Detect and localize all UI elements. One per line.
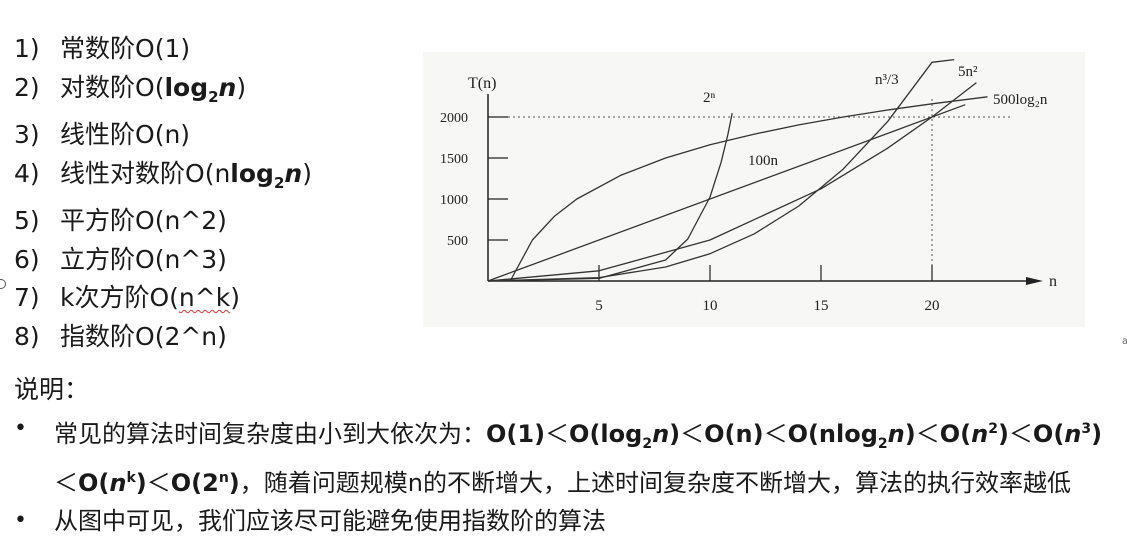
item-name: 平方阶: [60, 206, 136, 235]
notes-title: 说明：: [14, 375, 90, 404]
x-axis-arrow: [1026, 277, 1043, 285]
list-item: 4) 线性对数阶O(nlog2n): [14, 155, 312, 203]
item-name: 指数阶: [60, 321, 136, 351]
complexity-term: O(log2n): [569, 420, 681, 452]
less-than-sign: ＜: [915, 420, 940, 448]
bullet-text: 常见的算法时间复杂度由小到大依次为：O(1)＜O(log2n)＜O(n)＜O(n…: [54, 412, 1124, 500]
item-expr-log: log: [164, 72, 209, 102]
item-expr-sub: 2: [208, 87, 219, 106]
item-expr-pre: O(n: [185, 158, 231, 188]
complexity-term: O(1): [486, 420, 546, 448]
series-curve: [509, 96, 988, 282]
series-curve: [487, 58, 955, 282]
complexity-term: O(n): [704, 420, 764, 448]
y-tick-label: 500: [447, 234, 468, 249]
series-label: 2ⁿ: [703, 90, 716, 106]
y-tick-label: 2000: [440, 111, 468, 126]
item-number: 3): [14, 120, 40, 149]
item-name: 对数阶: [60, 72, 136, 102]
complexity-term: O(2n): [170, 468, 240, 497]
item-name: 常数阶: [60, 34, 136, 63]
item-expr: O(2^n): [135, 321, 227, 351]
item-number: 1): [14, 34, 40, 63]
chart-labels: 500 1000 1500 2000 5 10 15 20 T(n) n 2ⁿ 100n n³/3 5n²…: [440, 64, 1057, 314]
item-number: 2): [14, 72, 40, 102]
item-expr: O(1): [135, 34, 191, 63]
item-expr-post: ): [230, 283, 240, 312]
series-label: 500log₂n: [993, 92, 1048, 108]
item-expr-squiggle: n^k: [178, 283, 231, 312]
item-expr: O(n^3): [135, 244, 227, 274]
edge-mark: a: [1122, 336, 1127, 347]
less-than-sign: ＜: [54, 468, 78, 497]
series-label: 5n²: [958, 64, 978, 80]
list-item: 2) 对数阶O(log2n): [14, 69, 312, 117]
series-curve: [487, 112, 733, 282]
item-name: k次方阶: [60, 283, 150, 312]
item-expr-post: ): [302, 158, 312, 188]
item-name: 立方阶: [60, 244, 136, 274]
less-than-sign: ＜: [1008, 420, 1033, 448]
stray-circle-mark: [0, 279, 6, 289]
item-expr-n: n: [284, 158, 303, 188]
item-expr-post: ): [236, 72, 247, 102]
complexity-chart-panel: 500 1000 1500 2000 5 10 15 20 T(n) n 2ⁿ 100n n³/3 5n²…: [423, 52, 1085, 327]
complexity-term: O(n2): [939, 420, 1009, 448]
complexity-list: 1) 常数阶O(1) 2) 对数阶O(log2n) 3) 线性阶O(n) 4) …: [14, 30, 312, 356]
notes-section: 说明： • 常见的算法时间复杂度由小到大依次为：O(1)＜O(log2n)＜O(…: [14, 372, 1124, 538]
list-item: 8) 指数阶O(2^n): [14, 318, 312, 357]
item-expr-pre: O(: [135, 72, 165, 102]
y-tick-label: 1500: [440, 152, 468, 167]
bullet-item: • 常见的算法时间复杂度由小到大依次为：O(1)＜O(log2n)＜O(n)＜O…: [14, 412, 1124, 500]
series-curve: [487, 104, 966, 282]
chart-grid: [488, 97, 1013, 281]
complexity-term: O(nlog2n): [787, 420, 916, 452]
chart-series: [487, 58, 988, 282]
less-than-sign: ＜: [763, 420, 788, 448]
x-tick-label: 10: [703, 298, 718, 314]
complexity-chart: 500 1000 1500 2000 5 10 15 20 T(n) n 2ⁿ 100n n³/3 5n²…: [440, 58, 1057, 314]
item-number: 8): [14, 321, 40, 351]
item-expr: O(n^2): [135, 206, 227, 235]
x-tick-label: 20: [925, 298, 940, 314]
item-expr-pre: O(: [149, 283, 179, 312]
x-axis-label: n: [1049, 273, 1057, 290]
item-number: 4): [14, 158, 40, 188]
complexity-term: O(n3): [1032, 420, 1103, 448]
item-name: 线性对数阶: [60, 158, 186, 188]
list-item: 6) 立方阶O(n^3): [14, 241, 312, 280]
list-item: 3) 线性阶O(n): [14, 116, 312, 155]
list-item: 7) k次方阶O(n^k): [14, 279, 312, 318]
bullet-dot: •: [14, 507, 27, 533]
bullet-text: 从图中可见，我们应该尽可能避免使用指数阶的算法: [54, 506, 606, 535]
item-expr-n: n: [218, 72, 237, 102]
bullet-item: • 从图中可见，我们应该尽可能避免使用指数阶的算法: [14, 504, 1124, 538]
series-label: 100n: [748, 153, 779, 169]
list-item: 5) 平方阶O(n^2): [14, 202, 312, 241]
chart-axes: [487, 94, 1043, 285]
bullet-intro: 常见的算法时间复杂度由小到大依次为：: [54, 420, 486, 448]
y-tick-label: 1000: [440, 193, 468, 208]
x-tick-label: 15: [814, 298, 829, 314]
less-than-sign: ＜: [680, 420, 705, 448]
item-name: 线性阶: [60, 120, 136, 149]
bullet-tail: ，随着问题规模n的不断增大，上述时间复杂度不断增大，算法的执行效率越低: [239, 468, 1071, 497]
item-expr-sub: 2: [273, 173, 285, 192]
item-expr-log: log: [230, 158, 274, 188]
less-than-sign: ＜: [146, 468, 171, 497]
y-axis-label: T(n): [468, 75, 496, 92]
list-item: 1) 常数阶O(1): [14, 30, 312, 69]
series-label: n³/3: [875, 72, 899, 88]
item-number: 5): [14, 206, 40, 235]
less-than-sign: ＜: [545, 420, 570, 448]
complexity-order: O(1)＜O(log2n)＜O(n)＜O(nlog2n)＜O(n2)＜O(n3)…: [54, 420, 1102, 497]
item-number: 6): [14, 244, 40, 274]
series-curve: [487, 82, 977, 282]
item-expr: O(n): [135, 120, 191, 149]
complexity-term: O(nk): [78, 468, 147, 497]
bullet-dot: •: [14, 416, 27, 441]
item-number: 7): [14, 283, 40, 312]
x-tick-label: 5: [595, 298, 603, 314]
